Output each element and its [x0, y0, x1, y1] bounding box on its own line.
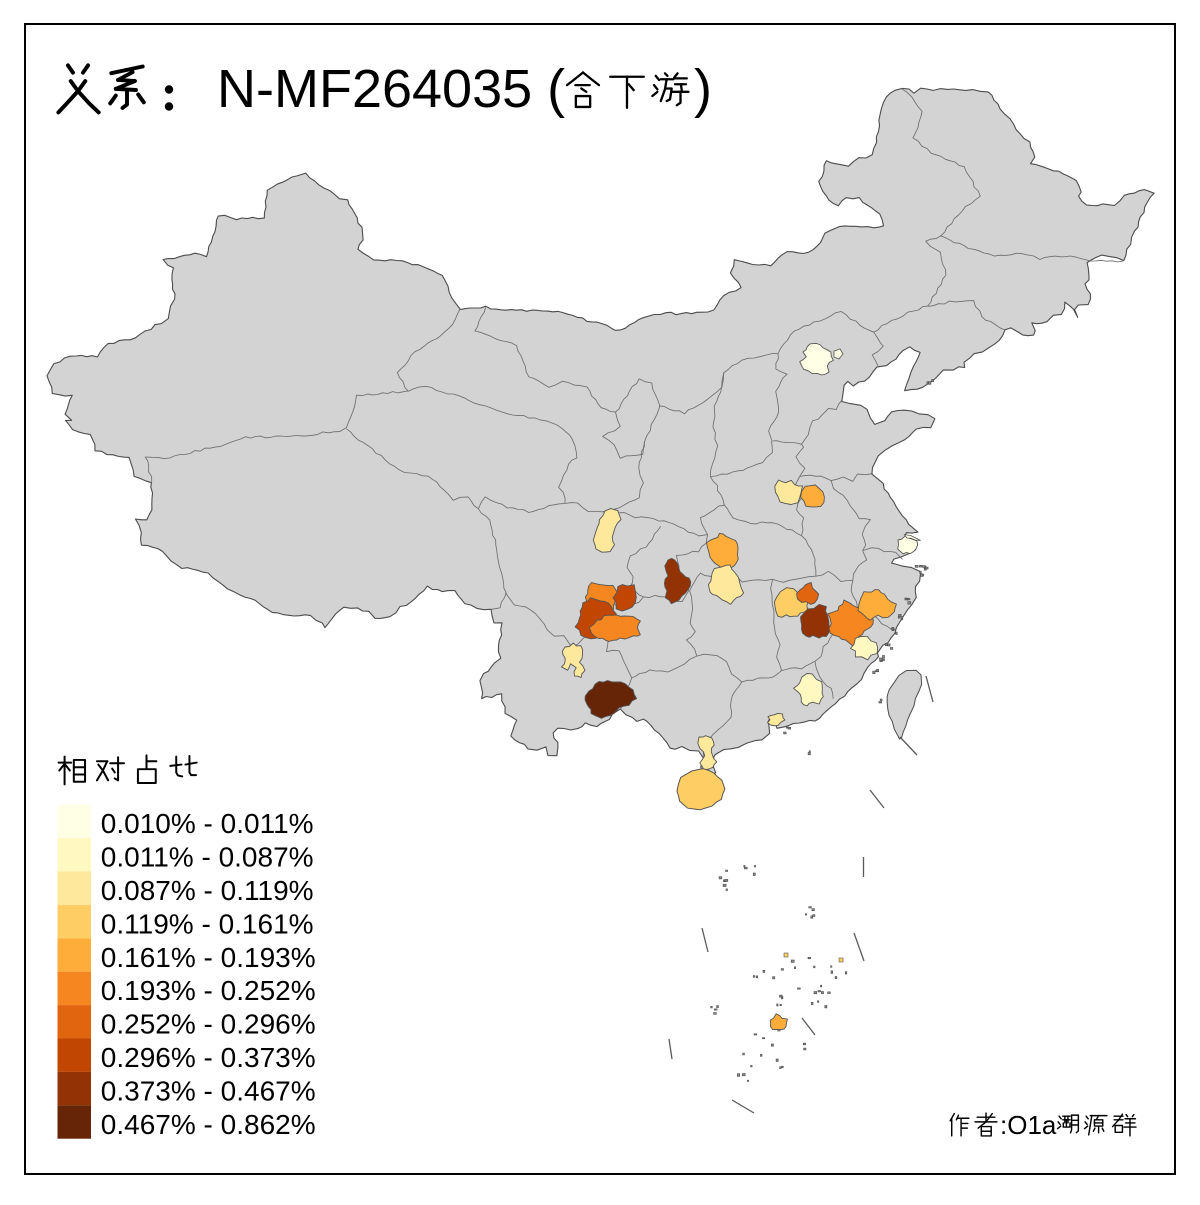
svg-text:N-MF264035 (: N-MF264035 (: [217, 59, 565, 119]
svg-text:0.010% - 0.011%: 0.010% - 0.011%: [101, 808, 314, 839]
svg-text:0.252% - 0.296%: 0.252% - 0.296%: [101, 1009, 316, 1040]
svg-text:0.087% - 0.119%: 0.087% - 0.119%: [101, 875, 314, 906]
svg-text:0.161% - 0.193%: 0.161% - 0.193%: [101, 942, 316, 973]
svg-text:0.373% - 0.467%: 0.373% - 0.467%: [101, 1075, 316, 1106]
svg-text:0.467% - 0.862%: 0.467% - 0.862%: [101, 1109, 316, 1140]
svg-text::O1a: :O1a: [1000, 1110, 1057, 1140]
svg-text:): ): [694, 59, 712, 119]
svg-text:0.193% - 0.252%: 0.193% - 0.252%: [101, 975, 316, 1006]
svg-text:0.296% - 0.373%: 0.296% - 0.373%: [101, 1042, 316, 1073]
svg-text:0.011% - 0.087%: 0.011% - 0.087%: [101, 842, 314, 873]
svg-text:0.119% - 0.161%: 0.119% - 0.161%: [101, 908, 314, 939]
